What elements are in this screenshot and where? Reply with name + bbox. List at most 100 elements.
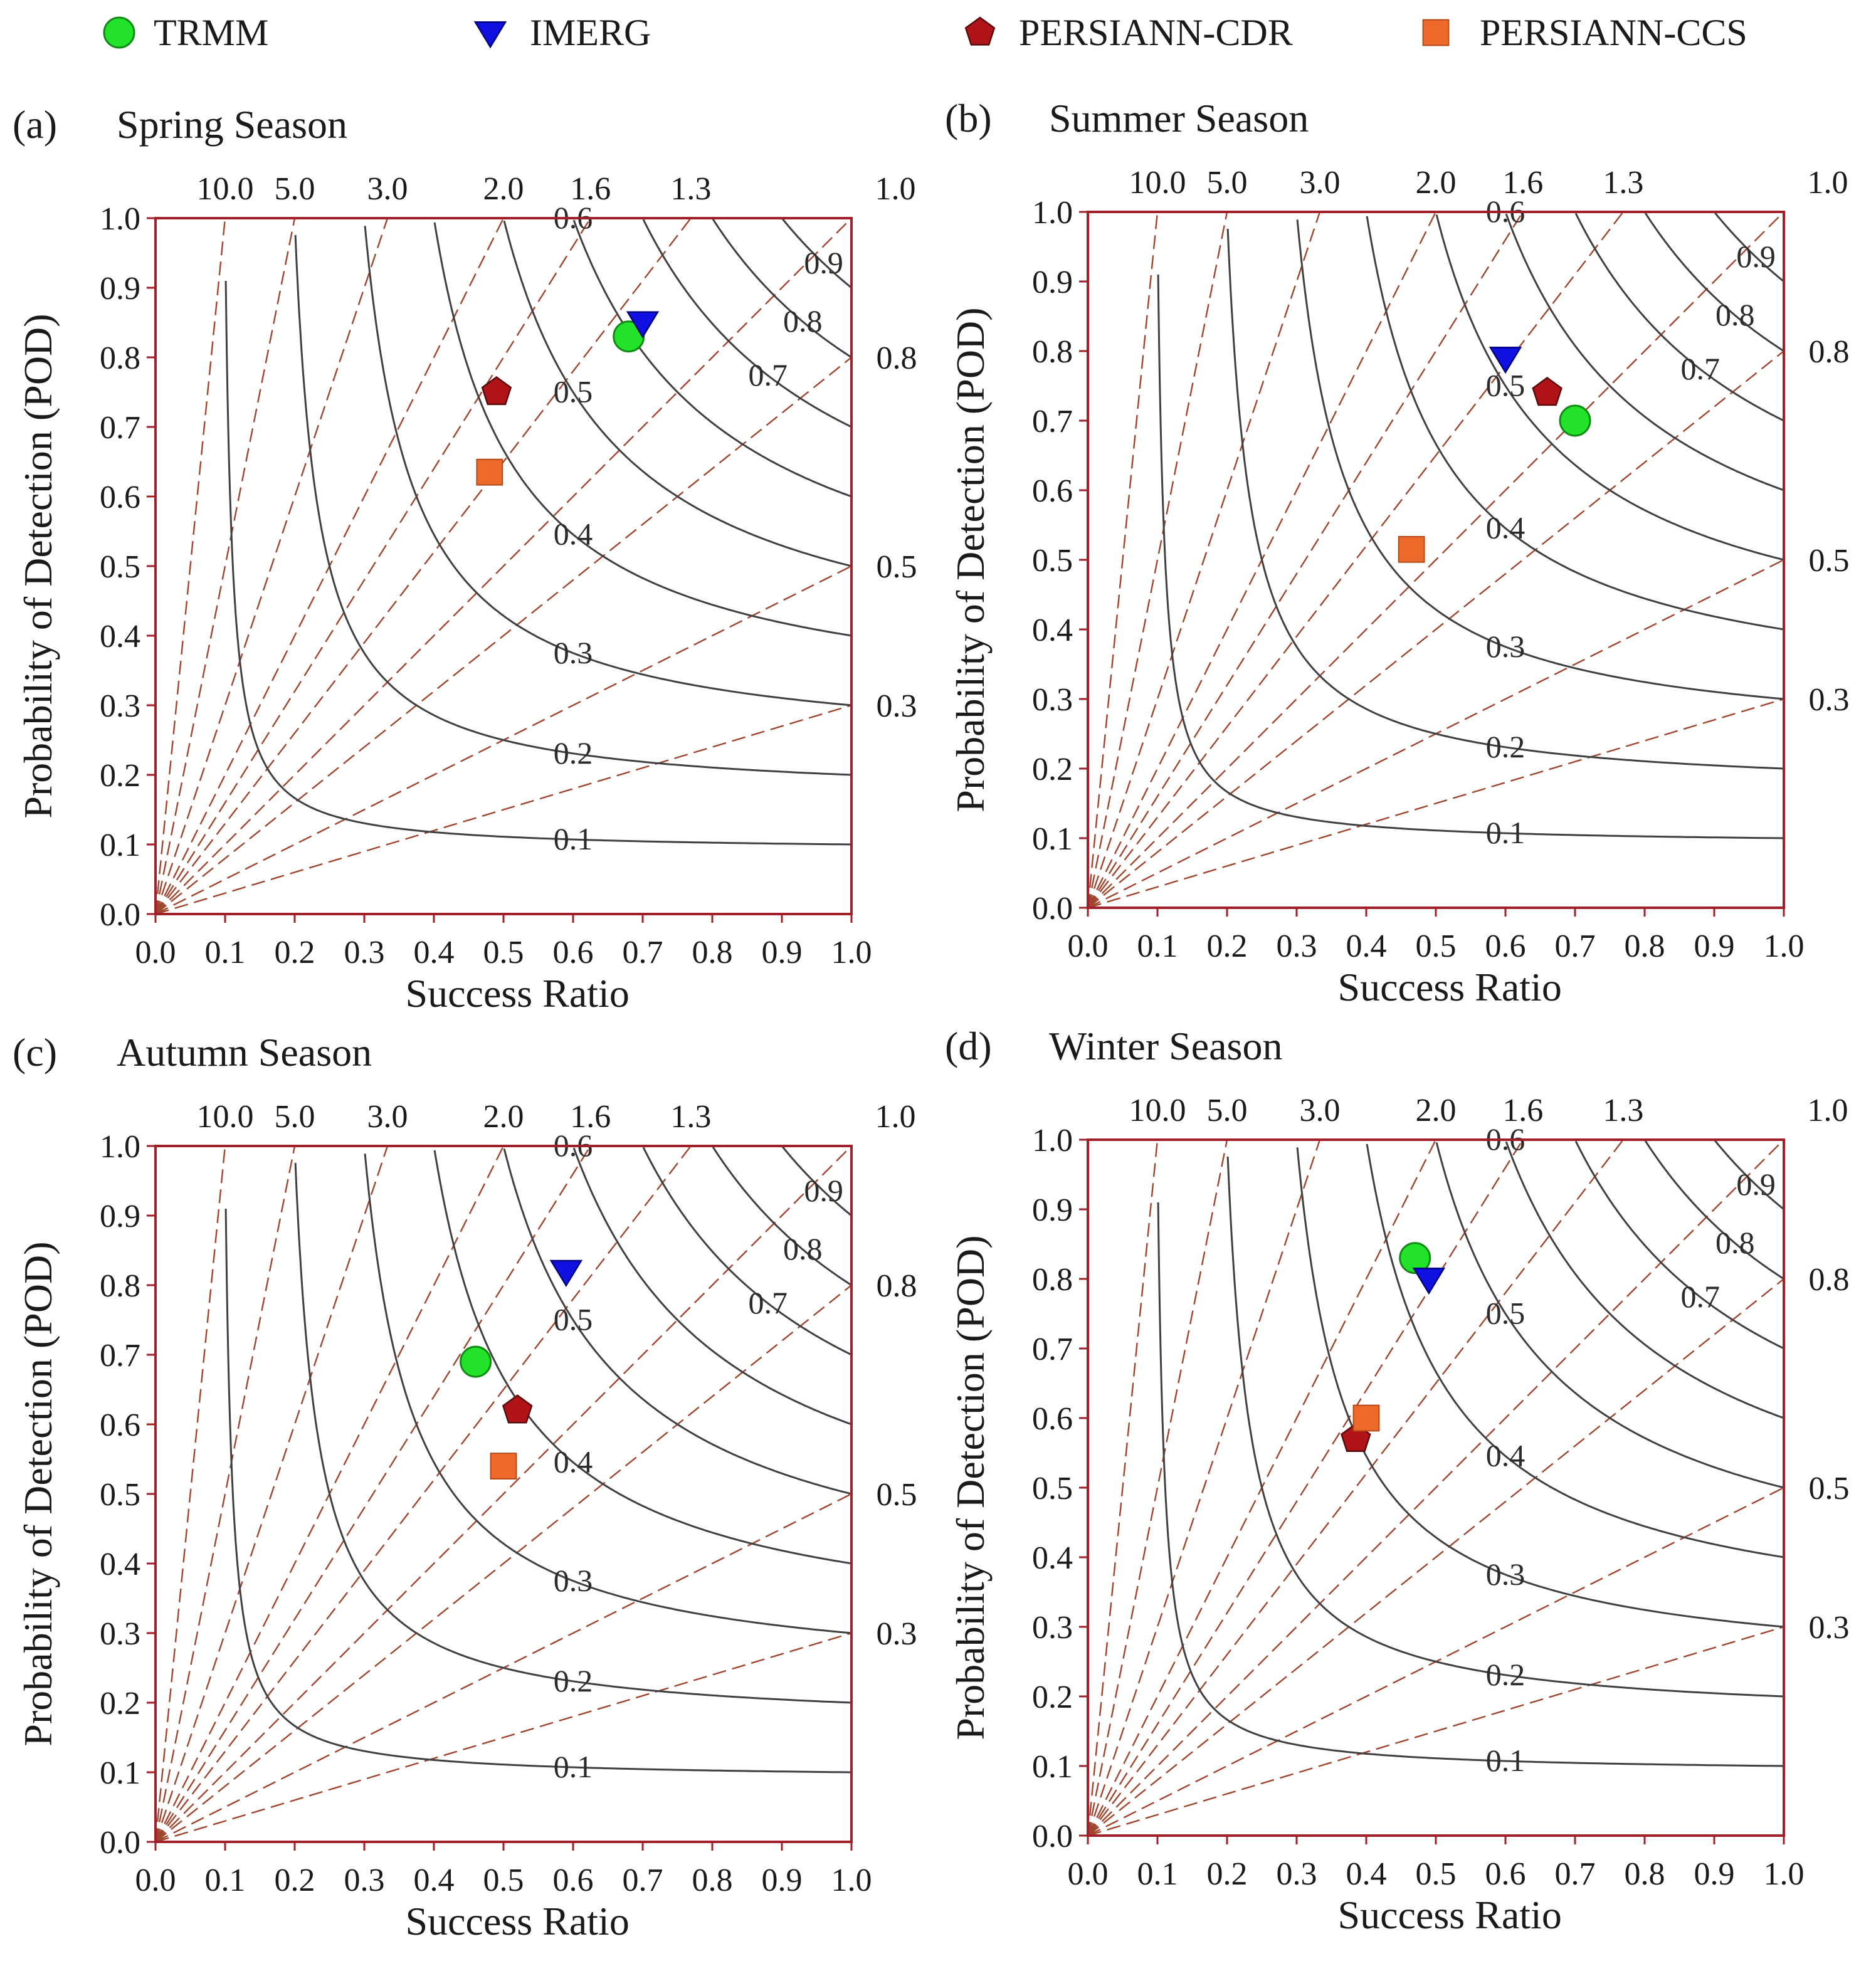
legend-marker-imerg xyxy=(473,21,507,49)
csi-label-0-5: 0.5 xyxy=(554,1302,593,1337)
x-tick-label-1-0: 1.0 xyxy=(1764,928,1805,964)
csi-curve-0-7 xyxy=(1574,1140,1784,1350)
csi-label-0-8: 0.8 xyxy=(1715,297,1755,332)
x-tick-label-0-3: 0.3 xyxy=(344,1863,385,1898)
x-tick-label-0-6: 0.6 xyxy=(1485,1856,1526,1892)
y-tick-label-1-0: 1.0 xyxy=(1032,1123,1073,1159)
x-tick-label-1-0: 1.0 xyxy=(1764,1856,1805,1892)
plot-area xyxy=(1088,1140,1784,1836)
bias-top-label-1-3: 1.3 xyxy=(670,171,711,207)
bias-line-1-0 xyxy=(1088,1140,1784,1836)
bias-top-label-3-0: 3.0 xyxy=(367,1099,408,1135)
y-tick-label-0-0: 0.0 xyxy=(100,897,140,933)
panel-spring-season: (a) Spring Season 0.1 0.2 0.3 0.4 0.5 0.6 0.7 0.8… xyxy=(13,102,917,1016)
x-tick-label-0-0: 0.0 xyxy=(135,1863,176,1898)
x-tick-label-0-0: 0.0 xyxy=(135,935,176,970)
y-tick-label-0-6: 0.6 xyxy=(100,480,140,515)
bias-line-1-6 xyxy=(1088,212,1524,908)
y-axis-title: Probability of Detection (POD) xyxy=(16,1241,60,1746)
point-imerg xyxy=(626,311,660,339)
x-tick-label-0-6: 0.6 xyxy=(553,1863,594,1898)
bias-right-label-0-8: 0.8 xyxy=(1809,334,1850,370)
csi-curve-0-3 xyxy=(1296,219,1784,700)
x-tick-label-0-7: 0.7 xyxy=(1555,1856,1596,1892)
bias-top-label-1-6: 1.6 xyxy=(570,171,611,207)
csi-label-0-8: 0.8 xyxy=(783,303,823,339)
bias-top-label-10-0: 10.0 xyxy=(1129,165,1186,201)
x-tick-label-1-0: 1.0 xyxy=(831,1863,872,1898)
bias-line-3-0 xyxy=(155,1146,389,1842)
x-axis-title: Success Ratio xyxy=(1338,965,1562,1009)
y-tick-label-0-4: 0.4 xyxy=(1032,1540,1073,1576)
bias-right-label-0-3: 0.3 xyxy=(1809,682,1850,718)
panel-title: Spring Season xyxy=(117,102,347,147)
point-persiann-ccs xyxy=(1352,1404,1380,1432)
csi-label-0-4: 0.4 xyxy=(1486,1438,1526,1473)
y-tick-label-0-2: 0.2 xyxy=(1032,1679,1073,1715)
csi-label-0-4: 0.4 xyxy=(554,1444,593,1480)
bias-top-label-1-0: 1.0 xyxy=(1808,1093,1848,1128)
x-tick-label-0-2: 0.2 xyxy=(275,935,315,970)
bias-line-5-0 xyxy=(1088,1140,1228,1836)
csi-label-0-7: 0.7 xyxy=(1681,351,1721,386)
csi-label-0-4: 0.4 xyxy=(554,517,593,552)
y-tick-label-0-9: 0.9 xyxy=(1032,1192,1073,1228)
y-axis-title: Probability of Detection (POD) xyxy=(948,307,993,812)
point-persiann-cdr xyxy=(502,1394,533,1424)
y-tick-label-0-7: 0.7 xyxy=(100,1338,140,1374)
bias-right-label-0-3: 0.3 xyxy=(877,1616,917,1652)
x-tick-label-0-3: 0.3 xyxy=(344,935,385,970)
y-tick-label-0-5: 0.5 xyxy=(100,549,140,585)
bias-top-label-3-0: 3.0 xyxy=(367,171,408,207)
bias-line-1-3 xyxy=(155,1146,692,1842)
x-tick-label-0-4: 0.4 xyxy=(1346,1856,1387,1892)
y-tick-label-0-2: 0.2 xyxy=(100,758,140,794)
panel-letter: (c) xyxy=(13,1030,57,1075)
csi-label-0-1: 0.1 xyxy=(1486,1743,1526,1778)
point-persiann-ccs xyxy=(476,458,503,486)
y-tick-label-0-9: 0.9 xyxy=(1032,265,1073,300)
bias-top-label-1-3: 1.3 xyxy=(1603,165,1643,201)
x-tick-label-0-7: 0.7 xyxy=(623,1863,663,1898)
bias-line-0-3 xyxy=(155,704,851,914)
y-tick-label-0-5: 0.5 xyxy=(1032,543,1073,579)
csi-curve-0-8 xyxy=(1644,1140,1784,1280)
x-tick-label-0-5: 0.5 xyxy=(483,1863,524,1898)
x-tick-label-0-2: 0.2 xyxy=(275,1863,315,1898)
legend-marker-trmm xyxy=(103,16,135,49)
x-tick-label-0-1: 0.1 xyxy=(1137,1856,1178,1892)
bias-top-label-10-0: 10.0 xyxy=(1129,1093,1186,1128)
bias-top-label-1-0: 1.0 xyxy=(875,1099,916,1135)
y-tick-label-1-0: 1.0 xyxy=(100,1129,140,1165)
y-tick-label-1-0: 1.0 xyxy=(100,201,140,237)
y-tick-label-1-0: 1.0 xyxy=(1032,195,1073,231)
csi-label-0-2: 0.2 xyxy=(554,1663,593,1698)
legend: TRMM IMERG PERSIANN-CDR PERSIANN-CCS xyxy=(103,12,1747,53)
bias-right-label-0-5: 0.5 xyxy=(877,549,917,585)
csi-curve-0-8 xyxy=(1644,212,1784,352)
csi-curve-0-1 xyxy=(224,1208,851,1774)
x-tick-label-0-9: 0.9 xyxy=(762,935,803,970)
x-tick-label-0-4: 0.4 xyxy=(414,1863,455,1898)
csi-label-0-8: 0.8 xyxy=(783,1231,823,1266)
panels: (a) Spring Season 0.1 0.2 0.3 0.4 0.5 0.6 0.7 0.8… xyxy=(13,96,1850,1943)
bias-line-5-0 xyxy=(155,1146,296,1842)
csi-curve-0-2 xyxy=(1226,228,1784,770)
bias-line-5-0 xyxy=(1088,212,1228,908)
bias-line-1-3 xyxy=(1088,212,1624,908)
x-tick-label-0-4: 0.4 xyxy=(1346,928,1387,964)
y-tick-label-0-0: 0.0 xyxy=(100,1825,140,1861)
bias-top-label-1-0: 1.0 xyxy=(875,171,916,207)
bias-top-label-1-6: 1.6 xyxy=(1502,1093,1543,1128)
y-tick-label-0-3: 0.3 xyxy=(1032,682,1073,718)
csi-curve-0-8 xyxy=(712,1146,851,1286)
y-tick-label-0-8: 0.8 xyxy=(100,1268,140,1304)
bias-line-10-0 xyxy=(1088,212,1159,908)
y-tick-label-0-4: 0.4 xyxy=(100,619,140,654)
bias-top-label-2-0: 2.0 xyxy=(483,171,524,207)
point-persiann-cdr xyxy=(481,376,512,406)
y-tick-label-0-1: 0.1 xyxy=(100,1755,140,1791)
csi-label-0-2: 0.2 xyxy=(1486,1657,1526,1692)
y-tick-label-0-5: 0.5 xyxy=(100,1477,140,1513)
x-axis-title: Success Ratio xyxy=(1338,1893,1562,1937)
